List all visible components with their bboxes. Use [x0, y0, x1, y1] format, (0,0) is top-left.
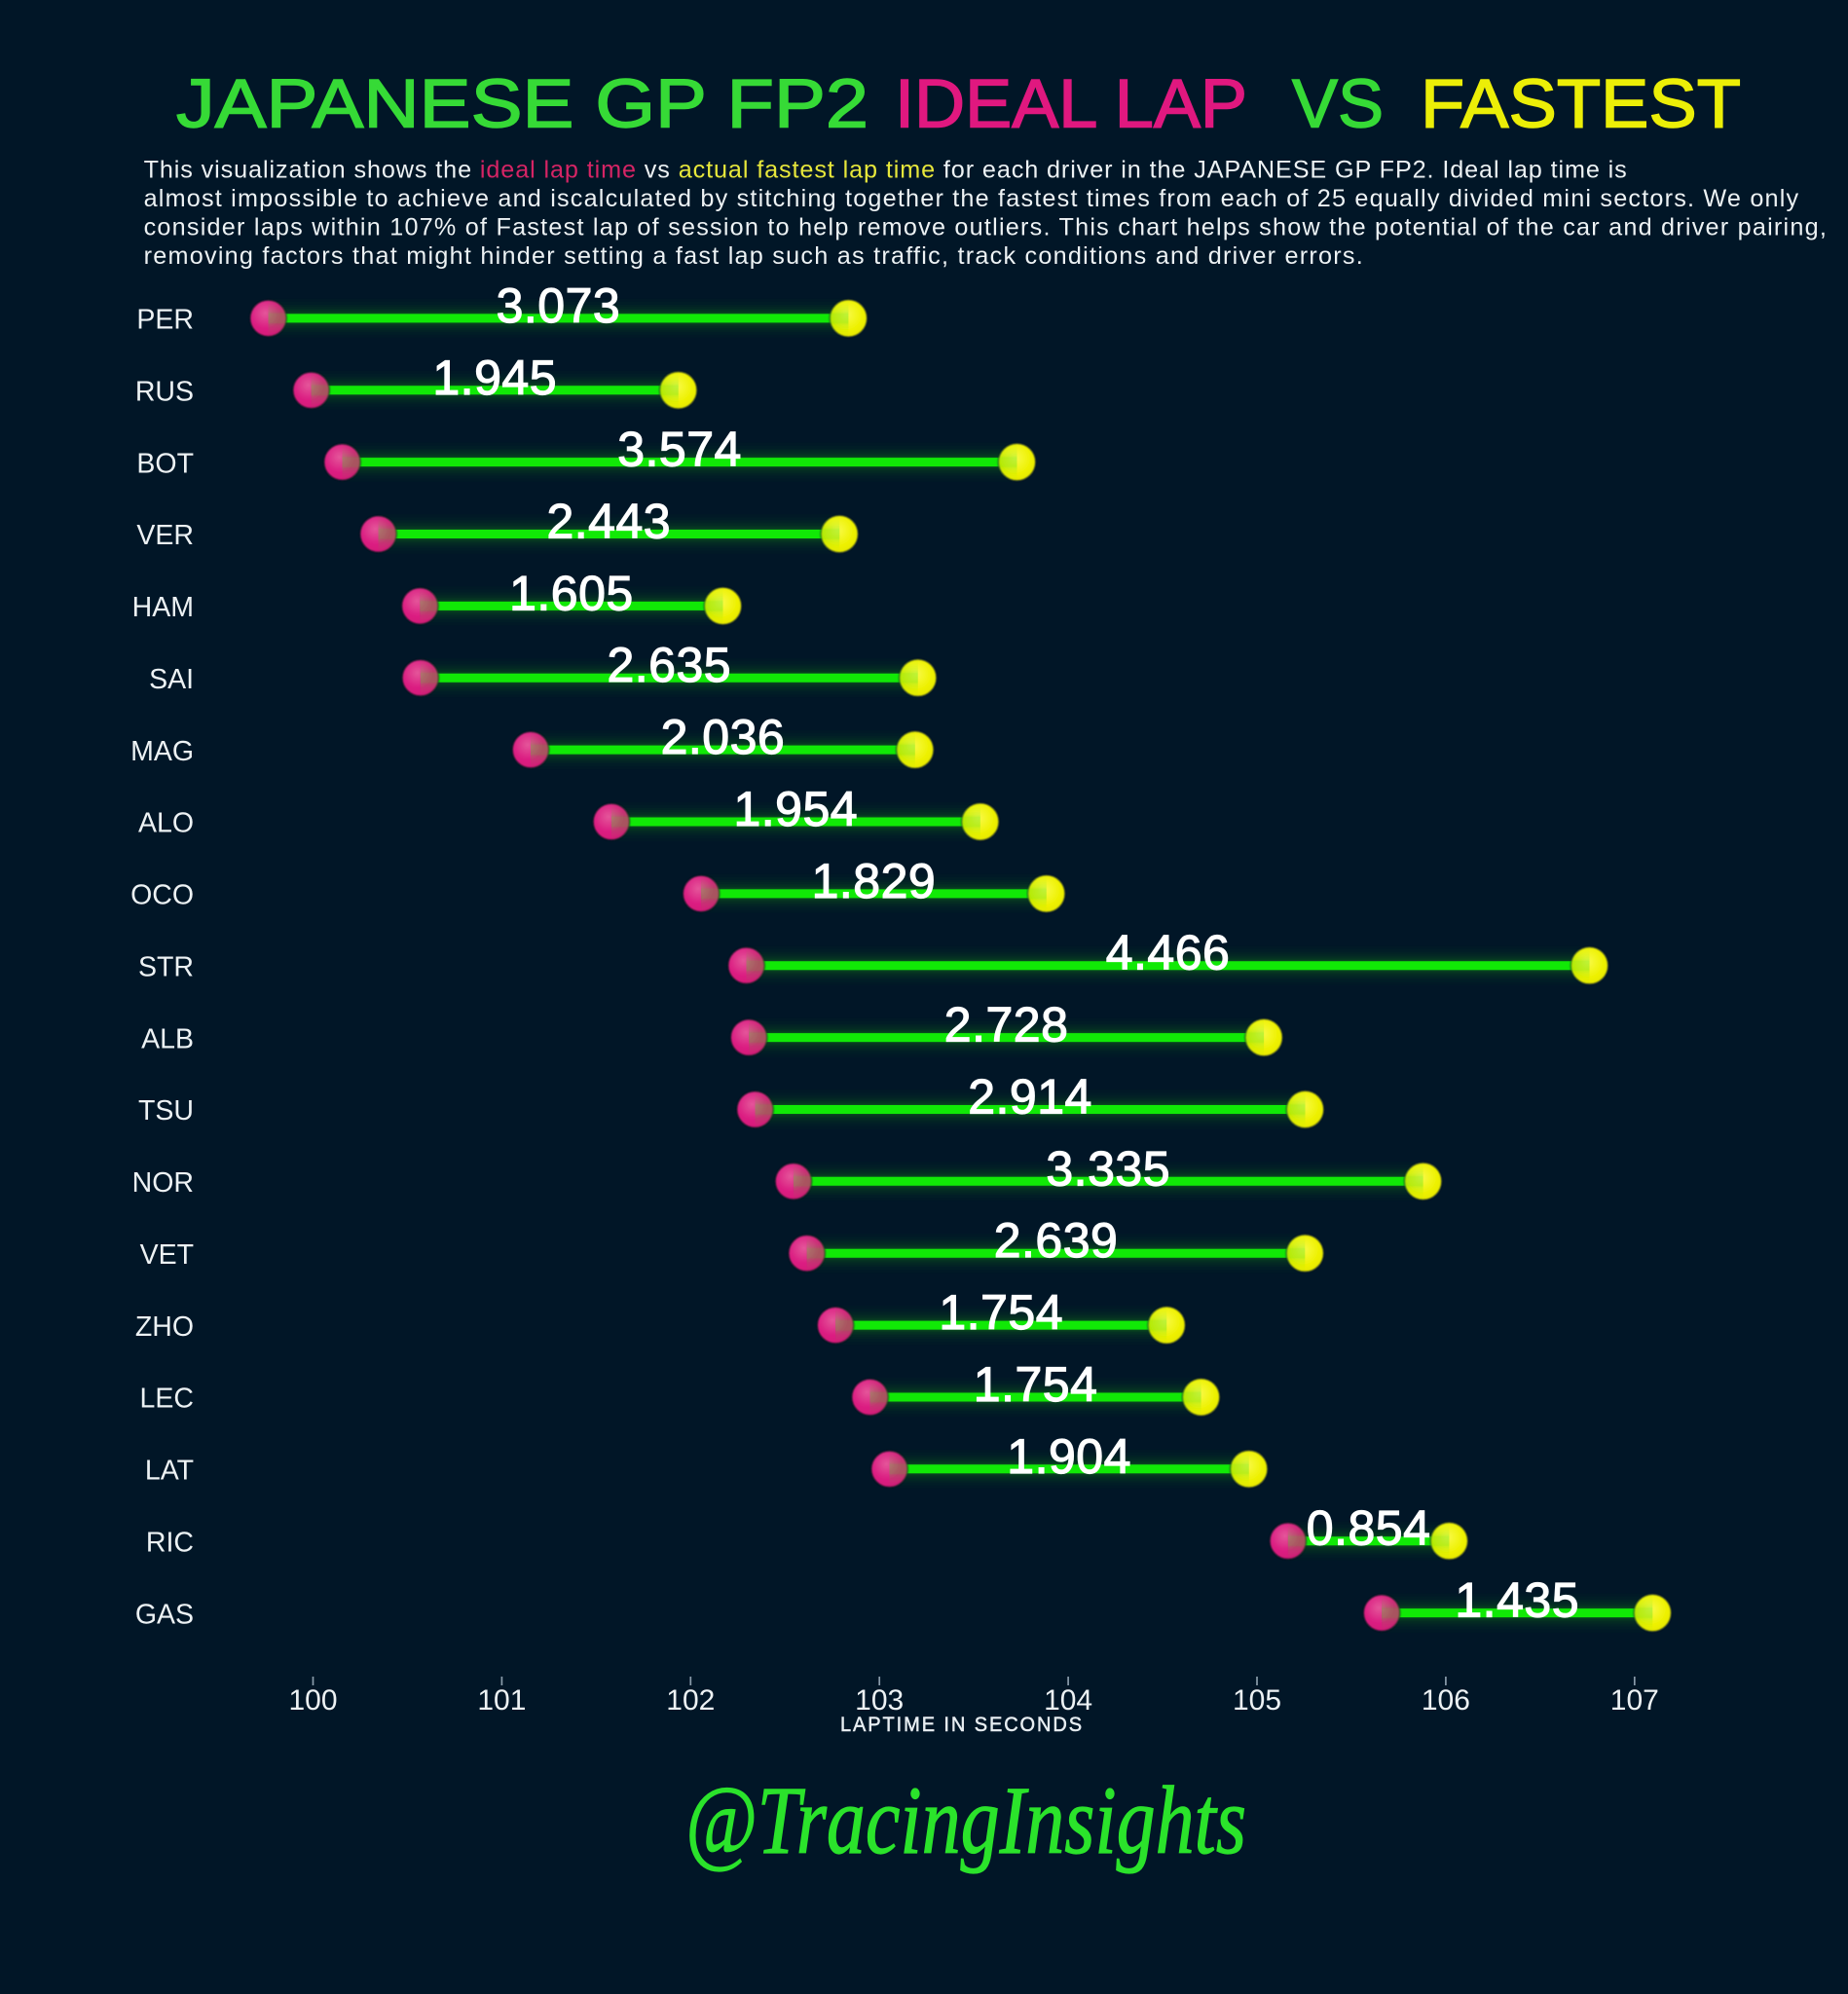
svg-text:1.954: 1.954	[733, 782, 858, 836]
svg-text:104: 104	[1044, 1684, 1092, 1717]
svg-text:3.574: 3.574	[617, 423, 742, 477]
svg-text:SAI: SAI	[149, 664, 194, 695]
svg-text:HAM: HAM	[132, 592, 194, 623]
svg-text:ZHO: ZHO	[135, 1311, 194, 1343]
svg-text:2.639: 2.639	[994, 1213, 1119, 1268]
svg-text:OCO: OCO	[130, 880, 194, 911]
svg-text:TSU: TSU	[138, 1095, 194, 1126]
svg-text:102: 102	[666, 1684, 715, 1717]
svg-text:3.073: 3.073	[497, 278, 621, 333]
svg-text:1.754: 1.754	[939, 1285, 1063, 1340]
svg-text:1.829: 1.829	[812, 854, 937, 908]
svg-text:BOT: BOT	[136, 448, 194, 479]
svg-text:RIC: RIC	[146, 1527, 194, 1558]
svg-text:100: 100	[288, 1684, 337, 1717]
svg-text:0.854: 0.854	[1307, 1501, 1431, 1556]
svg-text:1.435: 1.435	[1455, 1573, 1579, 1628]
svg-text:consider laps within 107% of F: consider laps within 107% of Fastest lap…	[144, 213, 1828, 240]
svg-text:3.335: 3.335	[1046, 1141, 1170, 1196]
svg-text:1.904: 1.904	[1007, 1429, 1131, 1484]
svg-text:2.443: 2.443	[546, 495, 671, 549]
svg-text:NOR: NOR	[132, 1167, 194, 1199]
svg-text:removing factors that might hi: removing factors that might hinder setti…	[144, 242, 1364, 270]
svg-text:ALB: ALB	[141, 1023, 194, 1054]
svg-text:105: 105	[1233, 1684, 1281, 1717]
svg-text:VER: VER	[136, 520, 194, 551]
svg-text:almost impossible to achieve a: almost impossible to achieve and iscalcu…	[144, 185, 1800, 212]
svg-text:1.945: 1.945	[432, 351, 557, 405]
svg-text:ALO: ALO	[138, 808, 194, 839]
svg-text:JAPANESE GP FP2: JAPANESE GP FP2	[176, 65, 869, 142]
svg-text:2.728: 2.728	[944, 998, 1069, 1052]
svg-text:2.036: 2.036	[661, 710, 786, 764]
svg-text:101: 101	[477, 1684, 526, 1717]
svg-text:STR: STR	[138, 951, 194, 982]
svg-text:4.466: 4.466	[1106, 926, 1231, 980]
svg-text:This visualization shows the i: This visualization shows the ideal lap t…	[144, 156, 1628, 183]
svg-text:1.754: 1.754	[974, 1357, 1098, 1412]
svg-text:2.635: 2.635	[607, 638, 731, 692]
svg-text:1.605: 1.605	[509, 566, 634, 620]
svg-text:GAS: GAS	[135, 1599, 194, 1630]
svg-text:@TracingInsights: @TracingInsights	[685, 1766, 1246, 1874]
svg-text:LAPTIME IN SECONDS: LAPTIME IN SECONDS	[840, 1714, 1084, 1736]
svg-text:LEC: LEC	[140, 1384, 194, 1415]
svg-text:2.914: 2.914	[968, 1070, 1092, 1125]
svg-text:103: 103	[855, 1684, 904, 1717]
svg-text:RUS: RUS	[135, 377, 194, 408]
svg-text:VET: VET	[140, 1239, 194, 1271]
svg-text:FASTEST: FASTEST	[1421, 66, 1741, 142]
svg-text:106: 106	[1422, 1684, 1470, 1717]
svg-text:IDEAL LAP: IDEAL LAP	[895, 65, 1247, 142]
svg-text:LAT: LAT	[145, 1456, 194, 1487]
svg-text:PER: PER	[136, 305, 194, 336]
svg-text:107: 107	[1610, 1684, 1659, 1717]
svg-text:VS: VS	[1292, 65, 1384, 142]
svg-text:MAG: MAG	[130, 736, 194, 767]
